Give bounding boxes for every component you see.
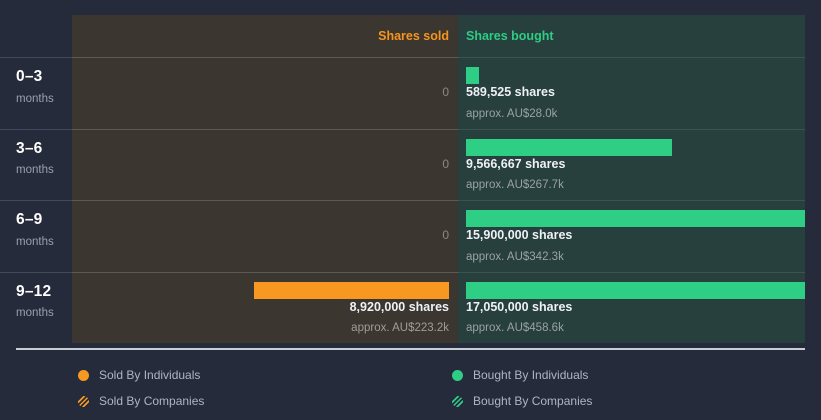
shares-sold-row[interactable]: 8,920,000 shares approx. AU$223.2k — [72, 271, 458, 344]
category-range-label: 9–12 — [16, 282, 52, 300]
category-unit-label: months — [16, 164, 54, 176]
chart-legend: Sold By Individuals Sold By Companies Bo… — [0, 362, 821, 420]
shares-bought-bar[interactable] — [466, 281, 805, 299]
shares-sold-header: Shares sold — [378, 29, 449, 43]
category-range-label: 3–6 — [16, 139, 43, 157]
shares-sold-row[interactable]: 0 — [72, 200, 458, 272]
legend-label: Sold By Individuals — [99, 368, 201, 382]
legend-label: Bought By Individuals — [473, 368, 589, 382]
green-solid-circle-icon — [452, 369, 463, 381]
shares-sold-zero-value: 0 — [442, 228, 449, 242]
legend-label: Sold By Companies — [99, 394, 205, 408]
shares-bought-approx: approx. AU$267.7k — [466, 179, 564, 191]
category-unit-label: months — [16, 92, 54, 105]
shares-bought-values: 9,566,667 shares approx. AU$267.7k — [466, 156, 566, 192]
legend-item-sold-companies[interactable]: Sold By Companies — [78, 388, 204, 414]
category-range-label: 6–9 — [16, 211, 43, 228]
green-hatched-circle-icon — [452, 395, 463, 407]
shares-bought-amount: 15,900,000 shares — [466, 228, 573, 242]
shares-bought-amount: 589,525 shares — [466, 85, 555, 99]
shares-bought-row[interactable]: 15,900,000 shares approx. AU$342.3k — [458, 200, 805, 272]
category-unit-label: months — [16, 235, 54, 248]
category-axis-row: 9–12 months — [0, 271, 72, 344]
shares-bought-row[interactable]: 589,525 shares approx. AU$28.0k — [458, 57, 805, 129]
shares-sold-zero-value: 0 — [442, 85, 449, 99]
shares-sold-amount: 8,920,000 shares — [349, 299, 449, 314]
shares-bought-approx: approx. AU$342.3k — [466, 250, 564, 263]
shares-sold-rows: 0 0 0 8,920,000 shares approx. AU$223.2k — [72, 57, 458, 343]
legend-item-sold-individuals[interactable]: Sold By Individuals — [78, 362, 204, 388]
shares-bought-row[interactable]: 17,050,000 shares approx. AU$458.6k — [458, 271, 805, 344]
category-axis-row: 6–9 months — [0, 200, 72, 272]
legend-label: Bought By Companies — [473, 394, 593, 408]
category-axis-row: 0–3 months — [0, 57, 72, 129]
shares-sold-zero-value: 0 — [442, 156, 449, 171]
category-axis: 0–3 months 3–6 months 6–9 months 9–12 mo… — [0, 15, 72, 343]
shares-sold-panel: Shares sold 0 0 0 8,920,000 shares appro… — [72, 15, 458, 343]
shares-bought-panel: Shares bought 589,525 shares approx. AU$… — [458, 15, 805, 343]
shares-bought-values: 589,525 shares approx. AU$28.0k — [466, 86, 557, 120]
legend-separator — [16, 348, 805, 350]
legend-column-sold: Sold By Individuals Sold By Companies — [78, 362, 204, 414]
shares-bought-approx: approx. AU$28.0k — [466, 107, 558, 120]
shares-sold-values: 8,920,000 shares approx. AU$223.2k — [349, 299, 449, 335]
shares-bought-values: 17,050,000 shares approx. AU$458.6k — [466, 299, 573, 335]
shares-bought-rows: 589,525 shares approx. AU$28.0k 9,566,66… — [458, 57, 805, 343]
legend-item-bought-individuals[interactable]: Bought By Individuals — [452, 362, 592, 388]
shares-bought-amount: 17,050,000 shares — [466, 299, 573, 314]
shares-bought-header: Shares bought — [466, 29, 554, 43]
legend-column-bought: Bought By Individuals Bought By Companie… — [452, 362, 592, 414]
shares-sold-row[interactable]: 0 — [72, 128, 458, 201]
shares-sold-approx: approx. AU$223.2k — [351, 322, 449, 334]
shares-bought-approx: approx. AU$458.6k — [466, 322, 564, 334]
shares-bought-row[interactable]: 9,566,667 shares approx. AU$267.7k — [458, 128, 805, 201]
shares-bought-bar[interactable] — [466, 210, 805, 227]
shares-bought-amount: 9,566,667 shares — [466, 156, 566, 171]
category-unit-label: months — [16, 307, 54, 319]
shares-bought-bar[interactable] — [466, 138, 672, 156]
category-axis-rows: 0–3 months 3–6 months 6–9 months 9–12 mo… — [0, 57, 72, 343]
shares-sold-bar[interactable] — [254, 281, 449, 299]
shares-sold-row[interactable]: 0 — [72, 57, 458, 129]
category-range-label: 0–3 — [16, 68, 43, 85]
orange-solid-circle-icon — [78, 369, 89, 381]
orange-hatched-circle-icon — [78, 395, 89, 407]
legend-item-bought-companies[interactable]: Bought By Companies — [452, 388, 592, 414]
category-axis-row: 3–6 months — [0, 128, 72, 201]
shares-bought-bar[interactable] — [466, 67, 479, 84]
shares-bought-values: 15,900,000 shares approx. AU$342.3k — [466, 229, 572, 263]
